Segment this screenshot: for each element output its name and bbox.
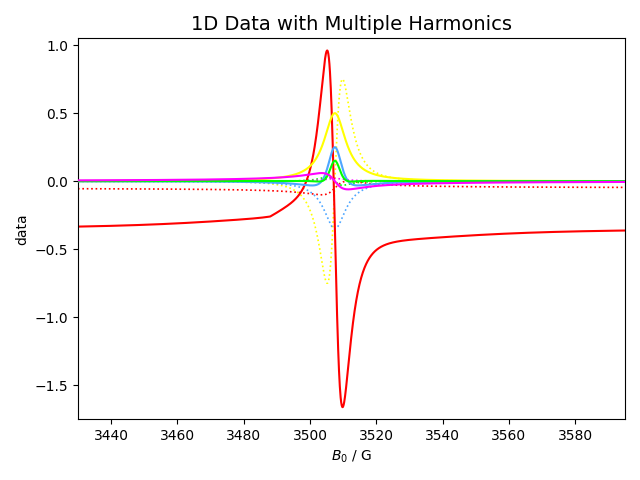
Title: 1D Data with Multiple Harmonics: 1D Data with Multiple Harmonics	[191, 15, 512, 34]
X-axis label: $B_0$ / G: $B_0$ / G	[331, 449, 372, 465]
Y-axis label: data: data	[15, 213, 29, 245]
